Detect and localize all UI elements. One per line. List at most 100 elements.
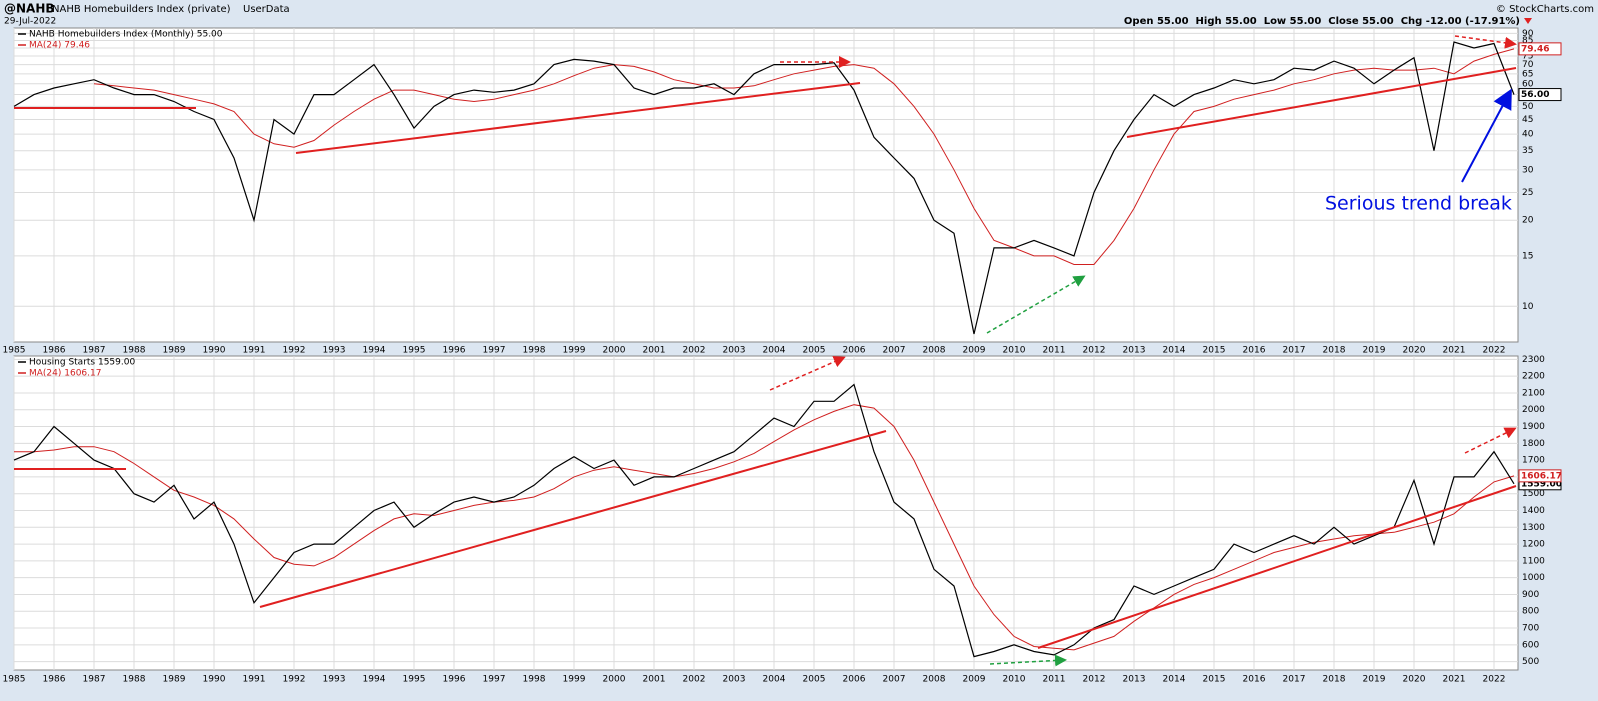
x-tick-label: 2020 <box>1403 675 1426 685</box>
arrow <box>986 275 1086 334</box>
legend-label: NAHB Homebuilders Index (Monthly) 55.00 <box>29 30 223 40</box>
y-tick-label: 30 <box>1522 165 1534 175</box>
panel: 1985 1986 1987 1988 1989 1990 1991 1992 1993 1994… <box>3 27 1562 356</box>
annotations: Serious trend break <box>14 35 1517 667</box>
x-tick-label: 2011 <box>1043 346 1066 356</box>
y-tick-label: 800 <box>1522 607 1539 617</box>
y-tick-label: 1300 <box>1522 523 1545 533</box>
y-tick-label: 1100 <box>1522 556 1545 566</box>
x-tick-label: 1996 <box>443 675 466 685</box>
end-label-box <box>1518 469 1562 483</box>
annotation: Serious trend break <box>1325 193 1512 215</box>
x-tick-label: 2020 <box>1403 346 1426 356</box>
arrow <box>1461 88 1512 183</box>
x-tick-label: 1989 <box>163 346 186 356</box>
series-line <box>93 48 1515 265</box>
x-tick-label: 2008 <box>923 346 946 356</box>
x-tick-label: 1990 <box>203 675 226 685</box>
source: UserData <box>243 4 290 15</box>
x-tick-label: 1988 <box>123 346 146 356</box>
x-tick-label: 1997 <box>483 675 506 685</box>
x-tick-label: 2017 <box>1283 346 1306 356</box>
x-tick-label: 2015 <box>1203 675 1226 685</box>
x-tick-label: 2005 <box>803 675 826 685</box>
y-tick-label: 1500 <box>1522 489 1545 499</box>
y-tick-label: 1200 <box>1522 540 1545 550</box>
legend-label: Housing Starts 1559.00 <box>29 358 135 368</box>
x-tick-label: 2008 <box>923 675 946 685</box>
x-tick-label: 1999 <box>563 346 586 356</box>
y-tick-label: 2100 <box>1522 388 1545 398</box>
x-tick-label: 2001 <box>643 346 666 356</box>
y-tick-label: 2300 <box>1522 355 1545 365</box>
plot-area <box>13 355 1519 671</box>
x-tick-label: 2022 <box>1483 346 1506 356</box>
plot-area <box>13 27 1519 343</box>
x-tick-label: 1998 <box>523 675 546 685</box>
legend-label: MA(24) 79.46 <box>29 41 90 51</box>
x-tick-label: 1994 <box>363 346 386 356</box>
y-tick-label: 1900 <box>1522 422 1545 432</box>
x-tick-label: 2000 <box>603 675 626 685</box>
x-tick-label: 1994 <box>363 675 386 685</box>
y-tick-label: 10 <box>1522 302 1534 312</box>
x-tick-label: 2002 <box>683 675 706 685</box>
y-tick-label: 1000 <box>1522 573 1545 583</box>
end-label: 79.46 <box>1521 44 1549 54</box>
x-tick-label: 1985 <box>3 346 26 356</box>
down-marker <box>1524 18 1532 24</box>
y-tick-label: 90 <box>1522 29 1534 39</box>
x-tick-label: 1988 <box>123 675 146 685</box>
date: 29-Jul-2022 <box>4 17 56 27</box>
end-label: 1559.00 <box>1521 479 1562 489</box>
arrow <box>1464 427 1517 454</box>
x-tick-label: 1992 <box>283 346 306 356</box>
x-tick-label: 2010 <box>1003 346 1026 356</box>
x-tick-label: 2011 <box>1043 675 1066 685</box>
y-tick-label: 70 <box>1522 60 1534 70</box>
x-tick-label: 2015 <box>1203 346 1226 356</box>
y-tick-label: 60 <box>1522 79 1534 89</box>
panel: 1985 1986 1987 1988 1989 1990 1991 1992 1993 1994… <box>3 355 1562 685</box>
symbol: @NAHB <box>4 2 55 16</box>
x-tick-label: 2021 <box>1443 675 1466 685</box>
x-tick-label: 1995 <box>403 675 426 685</box>
y-tick-label: 2200 <box>1522 372 1545 382</box>
quote: Open 55.00 High 55.00 Low 55.00 Close 55… <box>1124 16 1520 27</box>
arrow <box>769 356 846 391</box>
x-tick-label: 2016 <box>1243 346 1266 356</box>
y-tick-label: 1700 <box>1522 456 1545 466</box>
y-tick-label: 1800 <box>1522 439 1545 449</box>
x-tick-label: 1989 <box>163 675 186 685</box>
x-tick-label: 1990 <box>203 346 226 356</box>
trend-line <box>1037 485 1517 649</box>
x-tick-label: 2018 <box>1323 675 1346 685</box>
instrument-name: NAHB Homebuilders Index (private) <box>52 4 231 15</box>
x-tick-label: 1991 <box>243 675 266 685</box>
x-tick-label: 2003 <box>723 675 746 685</box>
series-line <box>14 404 1515 651</box>
x-tick-label: 2014 <box>1163 346 1186 356</box>
y-tick-label: 40 <box>1522 130 1534 140</box>
copyright: © StockCharts.com <box>1496 4 1594 15</box>
x-tick-label: 2021 <box>1443 346 1466 356</box>
x-tick-label: 2004 <box>763 346 786 356</box>
y-tick-label: 700 <box>1522 624 1539 634</box>
y-tick-label: 25 <box>1522 188 1533 198</box>
x-tick-label: 1999 <box>563 675 586 685</box>
x-tick-label: 2013 <box>1123 346 1146 356</box>
x-tick-label: 1997 <box>483 346 506 356</box>
y-tick-label: 500 <box>1522 657 1539 667</box>
y-tick-label: 75 <box>1522 52 1533 62</box>
series-line <box>13 41 1515 335</box>
x-tick-label: 2018 <box>1323 346 1346 356</box>
x-tick-label: 2004 <box>763 675 786 685</box>
y-tick-label: 600 <box>1522 640 1539 650</box>
arrow <box>989 654 1067 667</box>
x-tick-label: 2006 <box>843 675 866 685</box>
x-tick-label: 1995 <box>403 346 426 356</box>
x-tick-label: 2012 <box>1083 346 1106 356</box>
x-tick-label: 2022 <box>1483 675 1506 685</box>
end-label-box <box>1518 88 1562 102</box>
